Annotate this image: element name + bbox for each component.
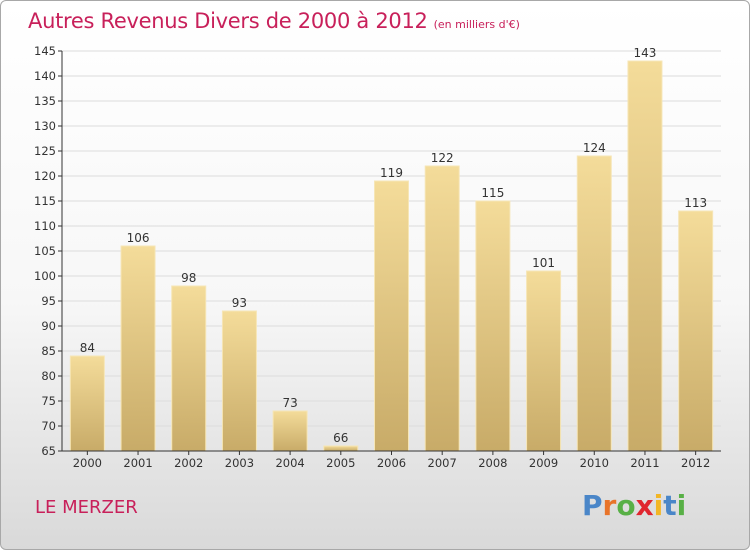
x-tick-label-2009: 2009 [529,456,558,470]
data-label-2006: 119 [380,166,403,180]
y-tick-label: 70 [41,419,56,433]
data-label-2004: 73 [282,396,297,410]
logo-letter: i [676,489,687,522]
data-label-2000: 84 [80,341,95,355]
x-tick-label-2012: 2012 [681,456,710,470]
data-label-2010: 124 [583,141,606,155]
x-tick-label-2008: 2008 [478,456,507,470]
x-tick-label-2005: 2005 [326,456,355,470]
x-tick-label-2007: 2007 [428,456,457,470]
y-tick-label: 130 [34,119,56,133]
chart-title: Autres Revenus Divers de 2000 à 2012 (en … [28,9,520,33]
logo-letter: x [635,489,654,522]
y-tick-label: 95 [41,294,56,308]
x-tick-label-2006: 2006 [377,456,406,470]
x-tick-label-2011: 2011 [630,456,659,470]
y-tick-label: 90 [41,319,56,333]
data-label-2005: 66 [333,431,348,445]
y-tick-label: 140 [34,69,56,83]
bar-2001 [120,245,156,452]
bars [69,60,714,452]
bar-2012 [678,210,714,452]
x-tick-label-2010: 2010 [580,456,609,470]
x-tick-label-2000: 2000 [73,456,102,470]
y-tick-label: 105 [34,244,56,258]
data-label-2007: 122 [431,151,454,165]
place-name: LE MERZER [35,497,138,518]
y-tick-label: 100 [34,269,56,283]
bar-2002 [171,285,207,452]
bar-2005 [323,445,359,452]
y-tick-label: 120 [34,169,56,183]
bar-2000 [69,355,105,452]
bar-2007 [424,165,460,452]
y-tick-label: 145 [34,44,56,58]
y-tick-label: 85 [41,344,56,358]
logo-letter: o [616,489,636,522]
bar-2003 [221,310,257,452]
bar-2010 [576,155,612,452]
y-tick-label: 135 [34,94,56,108]
bar-2004 [272,410,308,452]
bar-2008 [475,200,511,452]
axes: 65 70 75 80 85 90 95 100 105 110 115 120 125 130 135 14… [34,44,721,470]
x-tick-label-2003: 2003 [225,456,254,470]
y-tick-label: 75 [41,394,56,408]
y-tick-label: 110 [34,219,56,233]
y-tick-label: 65 [41,444,56,458]
data-label-2002: 98 [181,271,196,285]
logo-letter: t [663,489,677,522]
data-label-2003: 93 [232,296,247,310]
data-labels: 84 106 98 93 73 66 119 122 115 101 124 143 113 [80,46,707,445]
x-tick-label-2004: 2004 [275,456,304,470]
logo-letter: P [582,489,603,522]
data-label-2012: 113 [684,196,707,210]
data-label-2009: 101 [532,256,555,270]
bar-2006 [374,180,409,452]
logo-letter: i [653,489,664,522]
y-tick-label: 80 [41,369,56,383]
data-label-2011: 143 [634,46,657,60]
bar-2009 [526,270,562,452]
y-tick-label: 115 [34,194,56,208]
data-label-2008: 115 [481,186,504,200]
chart-subtitle: (en milliers d'€) [433,18,520,31]
bar-2011 [627,60,663,452]
y-tick-label: 125 [34,144,56,158]
data-label-2001: 106 [127,231,150,245]
logo-letter: r [602,489,617,522]
chart-title-text: Autres Revenus Divers de 2000 à 2012 [28,9,428,33]
x-tick-label-2002: 2002 [174,456,203,470]
x-tick-label-2001: 2001 [123,456,152,470]
proxiti-logo: Proxiti [582,489,686,522]
